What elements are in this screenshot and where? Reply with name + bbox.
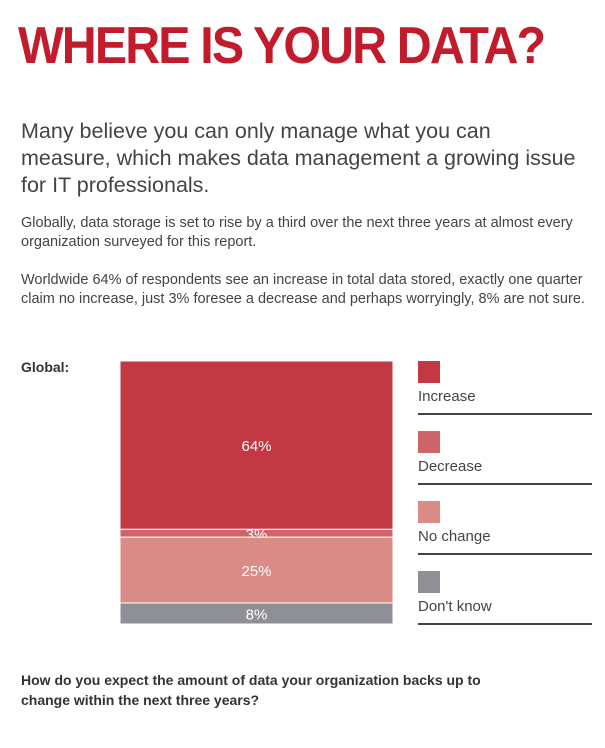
data-label: 8% xyxy=(246,606,268,623)
legend-label: Decrease xyxy=(418,458,483,475)
body-paragraph: Globally, data storage is set to rise by… xyxy=(21,215,573,250)
legend-label: No change xyxy=(418,528,491,545)
lead-paragraph: Many believe you can only manage what yo… xyxy=(21,119,576,197)
body-paragraph: Worldwide 64% of respondents see an incr… xyxy=(21,272,585,307)
data-label: 25% xyxy=(241,563,271,580)
legend-swatch xyxy=(418,361,440,383)
chart-category-label: Global: xyxy=(21,359,70,375)
legend-swatch xyxy=(418,431,440,453)
bar-segment-don-t-know xyxy=(119,602,394,625)
survey-question: How do you expect the amount of data you… xyxy=(21,672,481,708)
legend-item: Increase xyxy=(418,361,592,415)
legend-label: Increase xyxy=(418,388,476,405)
legend-swatch xyxy=(418,571,440,593)
legend-swatch xyxy=(418,501,440,523)
bar-segment-no-change xyxy=(119,536,394,604)
legend-item: Decrease xyxy=(418,431,592,485)
legend-item: No change xyxy=(418,501,592,555)
legend-label: Don't know xyxy=(418,598,492,615)
legend-item: Don't know xyxy=(418,571,592,625)
data-label: 64% xyxy=(241,438,271,455)
page-title: WHERE IS YOUR DATA? xyxy=(18,17,546,75)
